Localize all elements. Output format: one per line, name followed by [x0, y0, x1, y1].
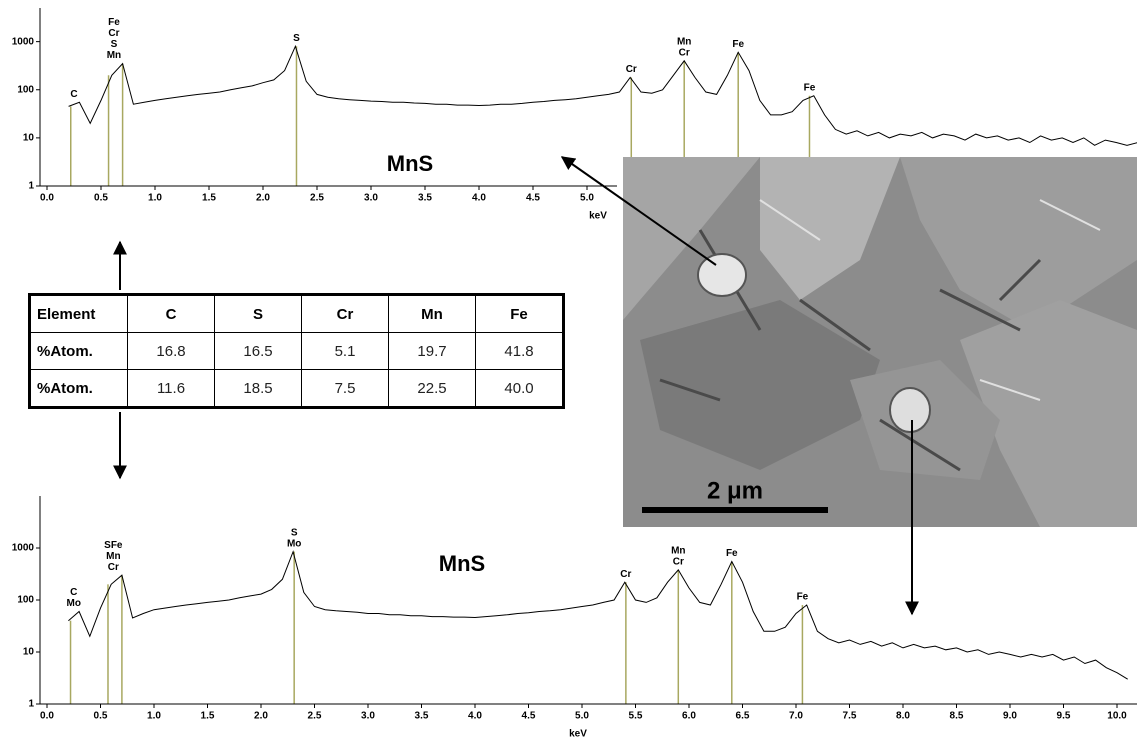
y-tick-label: 10	[23, 133, 35, 144]
x-tick-label: 5.5	[629, 711, 643, 722]
x-tick-label: 0.0	[40, 193, 54, 204]
y-tick-label: 1	[28, 181, 34, 192]
x-tick-label: 9.0	[1003, 711, 1017, 722]
y-tick-label: 100	[17, 595, 34, 606]
y-tick-label: 1000	[12, 36, 35, 47]
peak-label: Mn	[671, 545, 685, 556]
sem-image: 2 μm	[623, 157, 1137, 527]
table-cell: Element	[29, 294, 128, 333]
x-tick-label: 5.0	[580, 193, 594, 204]
y-tick-label: 10	[23, 647, 35, 658]
x-tick-label: 3.5	[415, 711, 429, 722]
x-axis-label: keV	[569, 729, 587, 738]
table-row: %Atom. 16.8 16.5 5.1 19.7 41.8	[29, 332, 564, 370]
table-cell: 22.5	[388, 369, 476, 408]
x-tick-label: 1.0	[147, 711, 161, 722]
table-cell: 19.7	[388, 332, 476, 370]
table-cell: %Atom.	[29, 369, 128, 408]
x-tick-label: 2.5	[308, 711, 322, 722]
x-tick-label: 6.5	[736, 711, 750, 722]
x-tick-label: 6.0	[682, 711, 696, 722]
chart-title: MnS	[439, 551, 485, 576]
table-row: %Atom. 11.6 18.5 7.5 22.5 40.0	[29, 369, 564, 408]
peak-label: Fe	[804, 82, 816, 93]
table-cell: C	[127, 294, 215, 333]
peak-label: C	[70, 587, 77, 598]
x-tick-label: 7.5	[843, 711, 857, 722]
x-tick-label: 3.0	[364, 193, 378, 204]
table-cell: Fe	[475, 294, 564, 333]
table-cell: S	[214, 294, 302, 333]
peak-label: Fe	[797, 592, 809, 603]
x-tick-label: 8.5	[950, 711, 964, 722]
x-tick-label: 3.0	[361, 711, 375, 722]
table-cell: 11.6	[127, 369, 215, 408]
x-tick-label: 0.0	[40, 711, 54, 722]
table-cell: 7.5	[301, 369, 389, 408]
table-cell: 18.5	[214, 369, 302, 408]
table-cell: %Atom.	[29, 332, 128, 370]
x-tick-label: 4.5	[526, 193, 540, 204]
spectrum-line	[68, 550, 1128, 680]
chart-title: MnS	[387, 151, 433, 176]
x-tick-label: 1.0	[148, 193, 162, 204]
table-cell: Cr	[301, 294, 389, 333]
peak-label: Fe	[108, 17, 120, 28]
peak-label: S	[111, 39, 118, 50]
peak-label: Fe	[732, 39, 744, 50]
peak-label: Cr	[626, 64, 637, 75]
arrows	[113, 156, 919, 616]
x-tick-label: 1.5	[202, 193, 216, 204]
x-tick-label: 0.5	[94, 711, 108, 722]
peak-label: Mn	[677, 36, 691, 47]
table-cell: 16.5	[214, 332, 302, 370]
composition-table: Element C S Cr Mn Fe %Atom. 16.8 16.5 5.1 19.7 41.8…	[28, 293, 565, 409]
x-tick-label: 4.5	[522, 711, 536, 722]
x-tick-label: 4.0	[472, 193, 486, 204]
x-axis-label: keV	[589, 211, 607, 222]
peak-label: Cr	[673, 556, 684, 567]
y-tick-label: 1	[28, 699, 34, 710]
peak-label: SFe	[104, 540, 123, 551]
y-tick-label: 1000	[12, 543, 35, 554]
peak-label: Mo	[287, 538, 301, 549]
x-tick-label: 8.0	[896, 711, 910, 722]
scale-bar-label: 2 μm	[707, 477, 763, 504]
y-tick-label: 100	[17, 84, 34, 95]
table-cell: 16.8	[127, 332, 215, 370]
x-tick-label: 1.5	[201, 711, 215, 722]
x-tick-label: 2.5	[310, 193, 324, 204]
x-tick-label: 7.0	[789, 711, 803, 722]
x-tick-label: 10.0	[1107, 711, 1127, 722]
x-tick-label: 4.0	[468, 711, 482, 722]
x-tick-label: 0.5	[94, 193, 108, 204]
peak-label: S	[291, 527, 298, 538]
table-cell: Mn	[388, 294, 476, 333]
peak-label: Cr	[108, 562, 119, 573]
spectrum-chart: 1 10 100 1000 0.0 0.5 1.0 1.5 2.0 2.5 3.0 3.5 4.0 4.5…	[12, 496, 1137, 738]
peak-label: Cr	[108, 28, 119, 39]
x-tick-label: 2.0	[256, 193, 270, 204]
peak-label: Mn	[107, 50, 121, 61]
peak-label: Fe	[726, 548, 738, 559]
peak-label: C	[70, 89, 77, 100]
x-tick-label: 9.5	[1057, 711, 1071, 722]
table-cell: 41.8	[475, 332, 564, 370]
peak-label: Cr	[620, 569, 631, 580]
table-cell: 40.0	[475, 369, 564, 408]
x-tick-label: 3.5	[418, 193, 432, 204]
table-row: Element C S Cr Mn Fe	[29, 294, 564, 333]
x-tick-label: 5.0	[575, 711, 589, 722]
spectrum-line	[68, 44, 1137, 146]
peak-label: Cr	[679, 47, 690, 58]
peak-label: Mo	[67, 598, 81, 609]
x-tick-label: 2.0	[254, 711, 268, 722]
peak-label: Mn	[106, 551, 120, 562]
peak-label: S	[293, 33, 300, 44]
table-cell: 5.1	[301, 332, 389, 370]
